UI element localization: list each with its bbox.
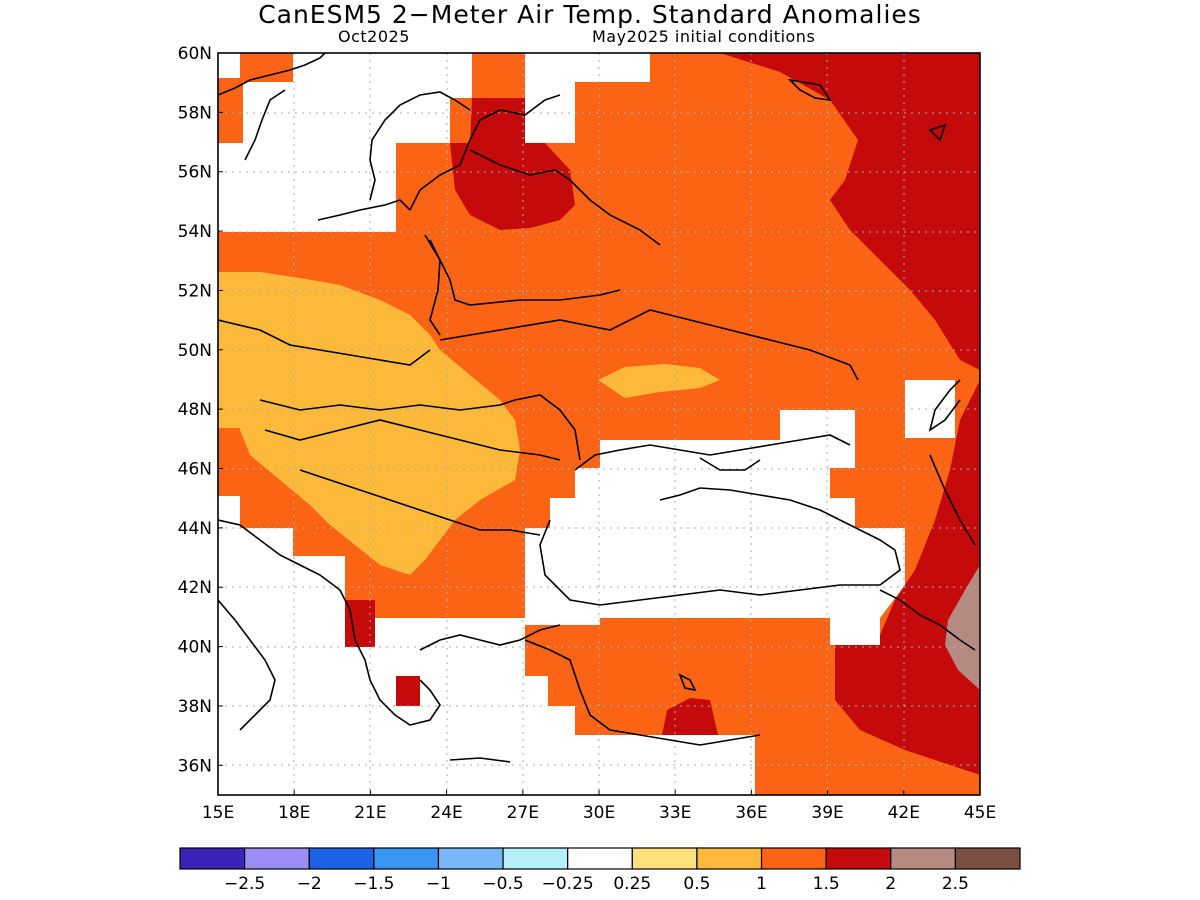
- lat-label: 38N: [178, 697, 212, 717]
- colorbar-swatch: [890, 847, 956, 870]
- lat-label: 44N: [178, 519, 212, 539]
- colorbar-swatch: [567, 847, 633, 870]
- lon-label: 36E: [735, 803, 767, 823]
- colorbar-label: 1: [756, 874, 767, 894]
- colorbar-swatch: [244, 847, 310, 870]
- colorbar-label: −0.5: [482, 874, 523, 894]
- colorbar-label: 1.5: [813, 874, 840, 894]
- lat-label: 46N: [178, 460, 212, 480]
- anomaly-region-east-1.5-2: [700, 53, 980, 775]
- colorbar-label: −2: [297, 874, 322, 894]
- colorbar-swatch: [179, 847, 246, 870]
- colorbar-swatch: [373, 847, 440, 870]
- longitude-ticks: 15E 18E 21E 24E 27E 30E 33E 36E 39E 42E 45E: [202, 790, 996, 823]
- colorbar-label: −1.5: [353, 874, 394, 894]
- anomaly-spot-greece-top: [396, 676, 420, 706]
- lon-label: 21E: [354, 803, 386, 823]
- colorbar-label: 2.5: [942, 874, 969, 894]
- lon-label: 18E: [278, 803, 310, 823]
- map-title: CanESM5 2−Meter Air Temp. Standard Anoma…: [258, 0, 922, 29]
- colorbar-label: −0.25: [542, 874, 594, 894]
- anomaly-region-2-2.5: [945, 565, 980, 690]
- lat-label: 40N: [178, 638, 212, 658]
- lon-label: 42E: [888, 803, 920, 823]
- colorbar-label: −2.5: [224, 874, 265, 894]
- colorbar-swatch: [760, 847, 827, 870]
- colorbar: −2.5 −2 −1.5 −1 −0.5 −0.25 0.25 0.5 1 1.5 2 2.5: [179, 847, 1021, 894]
- lat-label: 54N: [178, 222, 212, 242]
- colorbar-label: 0.25: [613, 874, 651, 894]
- colorbar-swatch: [502, 847, 569, 870]
- anomaly-region-0.5-1-west-strip: [218, 428, 240, 496]
- colorbar-swatch: [308, 847, 375, 870]
- lat-label: 50N: [178, 341, 212, 361]
- lon-label: 15E: [202, 803, 234, 823]
- forecast-month: Oct2025: [338, 27, 410, 46]
- latitude-ticks: 60N 58N 56N 54N 52N 50N 48N 46N 44N 42N 40N 38N 36N: [178, 44, 223, 776]
- lat-label: 56N: [178, 163, 212, 183]
- colorbar-swatch: [954, 847, 1021, 870]
- colorbar-swatch: [631, 847, 698, 870]
- lat-label: 60N: [178, 44, 212, 64]
- initial-conditions: May2025 initial conditions: [592, 27, 816, 46]
- lon-label: 30E: [583, 803, 615, 823]
- lon-label: 45E: [964, 803, 996, 823]
- anomaly-spot-turkey: [662, 698, 718, 735]
- lat-label: 52N: [178, 281, 212, 301]
- anomaly-region-baltic-1.5-2: [450, 98, 575, 230]
- colorbar-label: 2: [885, 874, 896, 894]
- anomaly-fields: [218, 53, 980, 795]
- anomaly-region-0.5-1-ukraine: [598, 364, 720, 398]
- lat-label: 48N: [178, 400, 212, 420]
- lat-label: 58N: [178, 103, 212, 123]
- coastlines-borders: [218, 53, 976, 763]
- colorbar-label: −1: [426, 874, 451, 894]
- lat-label: 42N: [178, 578, 212, 598]
- lon-label: 27E: [507, 803, 539, 823]
- lon-label: 24E: [430, 803, 462, 823]
- lon-label: 33E: [659, 803, 691, 823]
- lon-label: 39E: [811, 803, 843, 823]
- lat-label: 36N: [178, 756, 212, 776]
- colorbar-swatch: [696, 847, 763, 870]
- graticule: [218, 53, 980, 795]
- colorbar-swatch: [437, 847, 504, 870]
- colorbar-swatch: [825, 847, 892, 870]
- colorbar-label: 0.5: [683, 874, 710, 894]
